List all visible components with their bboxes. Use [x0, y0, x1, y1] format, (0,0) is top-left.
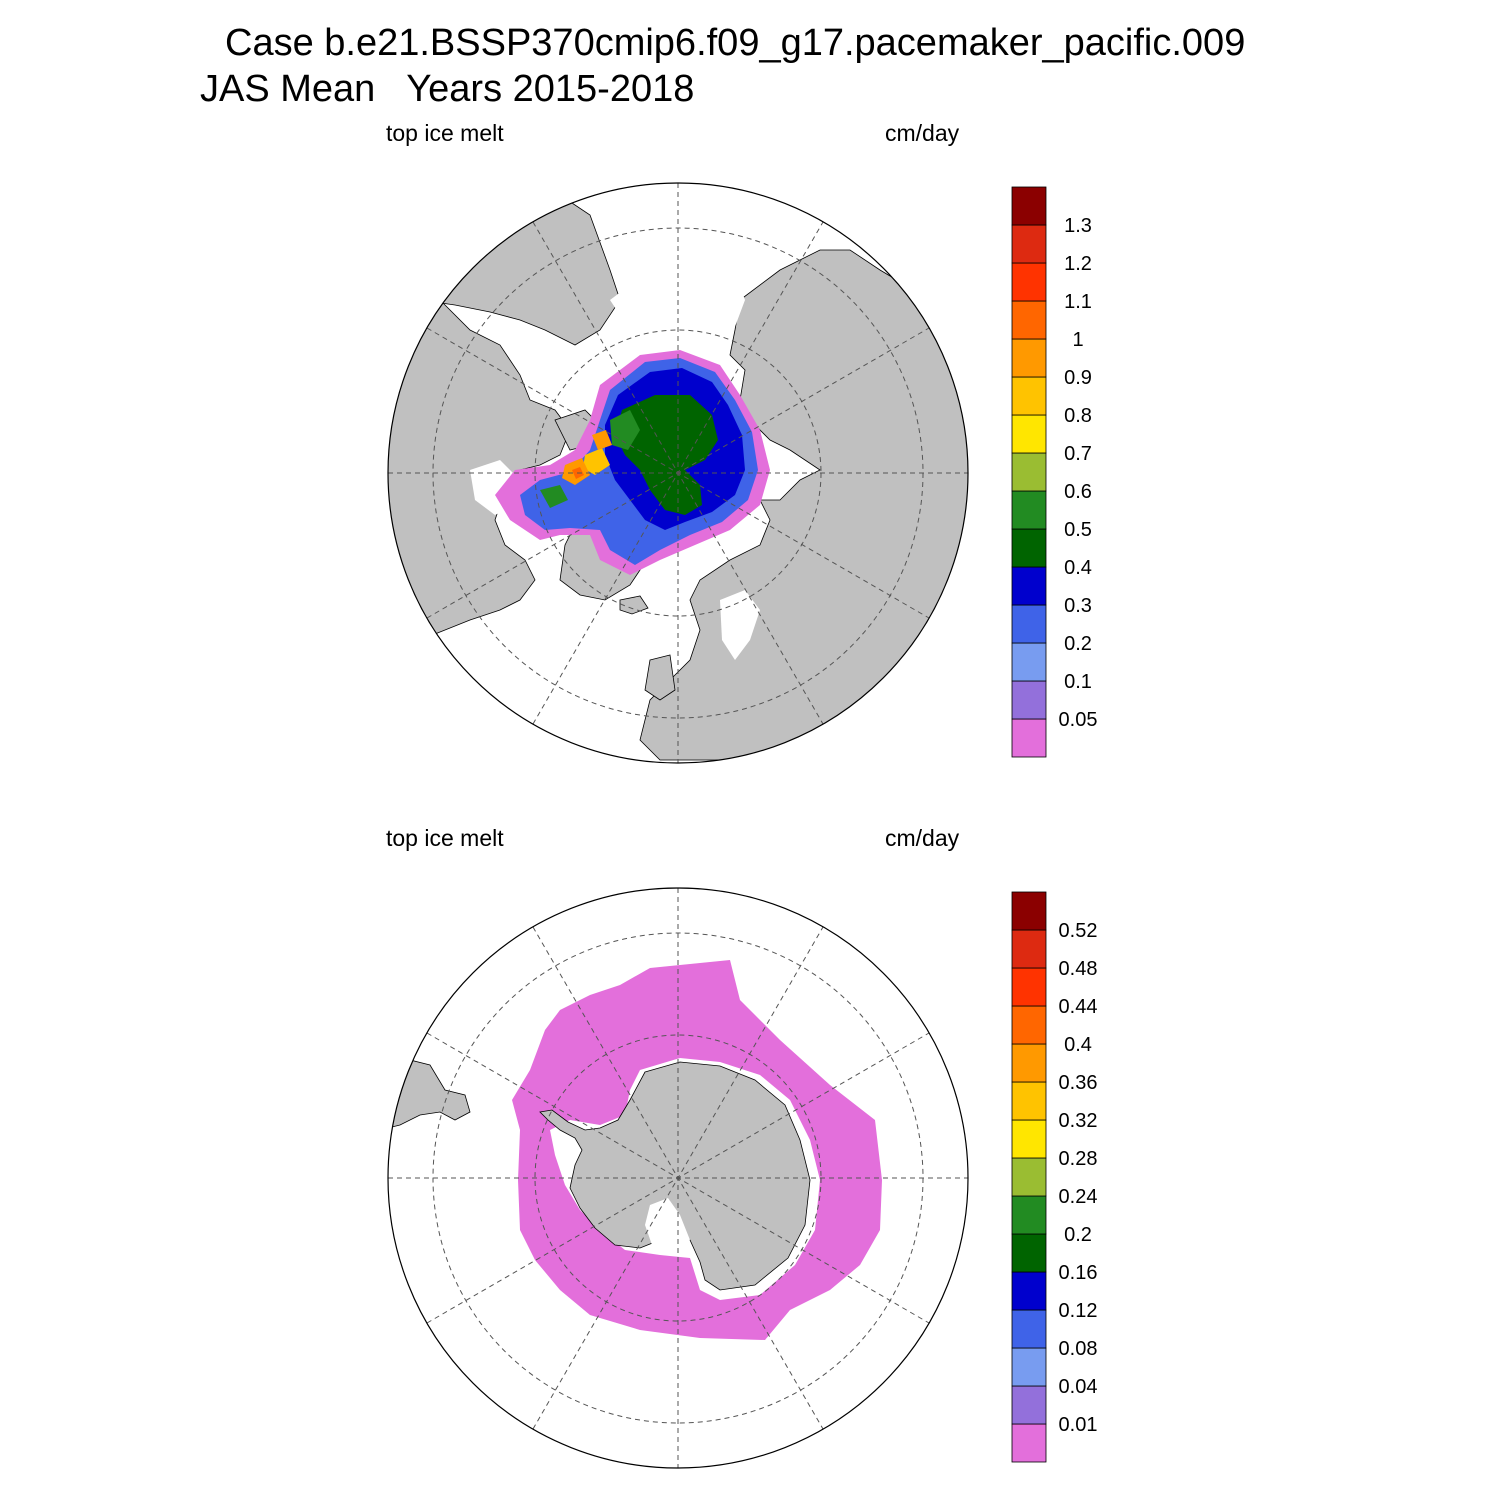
colorbar-tick-label: 0.3 — [1064, 595, 1092, 617]
colorbar-tick-label: 0.4 — [1064, 557, 1092, 579]
colorbar-tick-label: 0.52 — [1059, 920, 1098, 942]
colorbar-tick-label: 0.6 — [1064, 481, 1092, 503]
ice-melt-rate-0.5 — [540, 410, 640, 508]
colorbar-swatch — [1011, 718, 1047, 758]
land-british-isles — [644, 654, 676, 701]
colorbar-swatch — [1011, 1347, 1047, 1387]
colorbar-swatch — [1011, 1157, 1047, 1197]
colorbar-swatch — [1011, 1271, 1047, 1311]
colorbar-tick-label: 0.1 — [1064, 671, 1092, 693]
ross-ice-shelf — [645, 1198, 690, 1250]
land-antarctica — [539, 1061, 811, 1291]
colorbar-swatch — [1011, 1423, 1047, 1463]
colorbar-swatch — [1011, 1043, 1047, 1083]
colorbar-tick-label: 1.3 — [1064, 215, 1092, 237]
colorbar-tick-label: 1 — [1072, 329, 1083, 351]
plot-title-period: JAS Mean Years 2015-2018 — [200, 68, 695, 110]
colorbar-swatch — [1011, 1195, 1047, 1235]
colorbar-swatch — [1011, 262, 1047, 302]
colorbar-tick-label: 0.9 — [1064, 367, 1092, 389]
colorbar-tick-label: 0.28 — [1059, 1148, 1098, 1170]
colorbar-swatch — [1011, 680, 1047, 720]
colorbar-swatch — [1011, 1119, 1047, 1159]
colorbar-tick-label: 0.7 — [1064, 443, 1092, 465]
colorbar-tick-label: 0.2 — [1064, 1224, 1092, 1246]
ice-melt-rate-0.4 — [615, 395, 718, 515]
colorbar-tick-label: 0.04 — [1059, 1376, 1098, 1398]
south-panel-units-label: cm/day — [885, 825, 960, 851]
colorbar-tick-label: 0.8 — [1064, 405, 1092, 427]
north-panel-units-label: cm/day — [885, 120, 960, 146]
colorbar-tick-label: 1.1 — [1064, 291, 1092, 313]
colorbar-swatch — [1011, 186, 1047, 226]
colorbar-tick-label: 0.5 — [1064, 519, 1092, 541]
colorbar-tick-label: 0.32 — [1059, 1110, 1098, 1132]
south-panel-variable-label: top ice melt — [386, 825, 504, 851]
antarctic-map-border — [387, 887, 969, 1469]
plot-title-case: Case b.e21.BSSP370cmip6.f09_g17.pacemake… — [225, 22, 1246, 64]
colorbar-tick-label: 0.4 — [1064, 1034, 1092, 1056]
colorbar-swatch — [1011, 300, 1047, 340]
arctic-map — [387, 182, 969, 764]
colorbar-tick-label: 0.24 — [1059, 1186, 1098, 1208]
colorbar-tick-label: 0.05 — [1059, 709, 1098, 731]
baltic-sea — [720, 590, 760, 660]
ice-melt-rate-0.7 — [583, 448, 610, 475]
colorbar-swatch — [1011, 891, 1047, 931]
colorbar-tick-label: 0.2 — [1064, 633, 1092, 655]
colorbar-swatch — [1011, 967, 1047, 1007]
colorbar-swatch — [1011, 1005, 1047, 1045]
colorbar-swatch — [1011, 528, 1047, 568]
arctic-map-border — [387, 182, 969, 764]
colorbar-swatch — [1011, 566, 1047, 606]
colorbar-swatch — [1011, 1309, 1047, 1349]
colorbar-swatch — [1011, 1233, 1047, 1273]
antarctic-graticule — [388, 888, 968, 1468]
colorbar-tick-label: 0.44 — [1059, 996, 1098, 1018]
arctic-colorbar: 0.05 0.1 0.2 0.3 0.4 0.5 0.6 0.7 0.8 0.9 1 1.1 1.2 1.… — [1011, 186, 1098, 758]
colorbar-swatch — [1011, 1081, 1047, 1121]
colorbar-tick-label: 0.36 — [1059, 1072, 1098, 1094]
colorbar-tick-label: 0.01 — [1059, 1414, 1098, 1436]
colorbar-tick-label: 0.16 — [1059, 1262, 1098, 1284]
colorbar-swatch — [1011, 604, 1047, 644]
arctic-graticule — [388, 183, 968, 763]
antarctic-map — [387, 887, 969, 1469]
colorbar-swatch — [1011, 338, 1047, 378]
colorbar-swatch — [1011, 1385, 1047, 1425]
colorbar-tick-label: 1.2 — [1064, 253, 1092, 275]
colorbar-tick-label: 0.48 — [1059, 958, 1098, 980]
land-south-america — [388, 1059, 471, 1129]
colorbar-tick-label: 0.12 — [1059, 1300, 1098, 1322]
colorbar-swatch — [1011, 224, 1047, 264]
colorbar-tick-label: 0.08 — [1059, 1338, 1098, 1360]
colorbar-swatch — [1011, 490, 1047, 530]
colorbar-swatch — [1011, 414, 1047, 454]
colorbar-swatch — [1011, 642, 1047, 682]
colorbar-swatch — [1011, 929, 1047, 969]
colorbar-swatch — [1011, 376, 1047, 416]
north-panel-variable-label: top ice melt — [386, 120, 504, 146]
antarctic-colorbar: 0.01 0.04 0.08 0.12 0.16 0.2 0.24 0.28 0.32 0.36 0… — [1011, 891, 1098, 1463]
colorbar-swatch — [1011, 452, 1047, 492]
